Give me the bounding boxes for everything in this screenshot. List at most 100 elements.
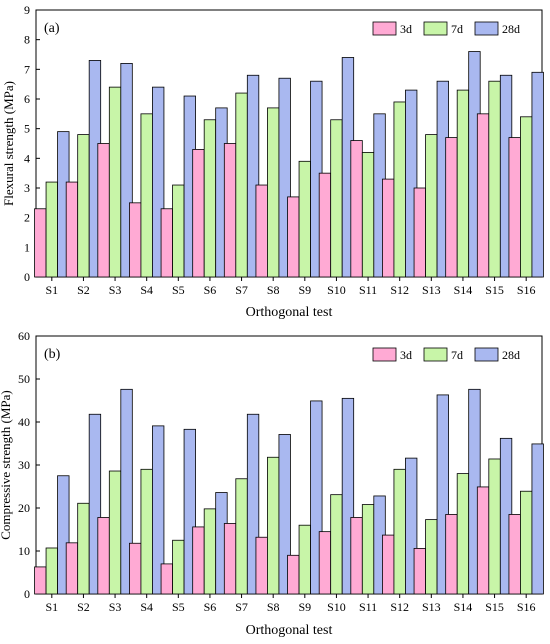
bar-7d-S5 bbox=[172, 184, 185, 278]
x-tick-label: S13 bbox=[422, 600, 441, 614]
bar-28d-S16 bbox=[531, 443, 544, 595]
x-tick-label: S9 bbox=[298, 600, 311, 614]
legend-swatch-28d bbox=[474, 21, 499, 36]
y-tick-label: 4 bbox=[24, 151, 30, 165]
y-tick-label: 5 bbox=[24, 122, 30, 136]
x-tick-label: S13 bbox=[422, 283, 441, 297]
legend: 3d 7d 28d bbox=[372, 347, 520, 362]
bar-28d-S10 bbox=[341, 397, 355, 595]
legend-label-7d: 7d bbox=[451, 22, 463, 36]
legend-swatch-28d bbox=[474, 347, 499, 362]
bar-3d-S9 bbox=[287, 554, 300, 595]
x-tick-label: S14 bbox=[454, 600, 473, 614]
bar-3d-S8 bbox=[255, 536, 268, 595]
bar-7d-S12 bbox=[393, 468, 406, 595]
legend-swatch-3d bbox=[372, 347, 397, 362]
x-tick-label: S4 bbox=[140, 283, 153, 297]
bar-3d-S3 bbox=[97, 143, 110, 278]
bar-3d-S5 bbox=[160, 208, 173, 278]
bar-7d-S6 bbox=[203, 119, 217, 278]
bar-7d-S11 bbox=[361, 151, 375, 278]
bar-7d-S6 bbox=[203, 508, 217, 595]
x-tick-label: S1 bbox=[45, 283, 58, 297]
bar-3d-S13 bbox=[413, 548, 426, 595]
x-axis-label: Orthogonal test bbox=[246, 305, 333, 320]
bar-28d-S7 bbox=[246, 74, 260, 278]
bar-7d-S10 bbox=[330, 494, 343, 595]
x-tick-label: S16 bbox=[517, 600, 536, 614]
bar-7d-S15 bbox=[488, 80, 501, 278]
y-tick-label: 20 bbox=[18, 501, 30, 515]
bar-3d-S16 bbox=[508, 514, 521, 595]
x-tick-label: S15 bbox=[485, 283, 504, 297]
bar-7d-S11 bbox=[361, 504, 375, 595]
bar-28d-S7 bbox=[246, 413, 260, 595]
bar-3d-S11 bbox=[350, 517, 363, 595]
bar-7d-S13 bbox=[425, 134, 438, 278]
x-tick-label: S6 bbox=[204, 283, 217, 297]
bar-3d-S11 bbox=[350, 140, 363, 278]
bar-28d-S3 bbox=[120, 63, 133, 278]
bar-3d-S10 bbox=[318, 531, 332, 595]
y-tick-label: 9 bbox=[24, 3, 30, 17]
panel-label: (b) bbox=[44, 347, 61, 362]
x-tick-label: S2 bbox=[77, 283, 90, 297]
legend-label-7d: 7d bbox=[451, 348, 463, 362]
bar-28d-S2 bbox=[88, 413, 102, 595]
bar-28d-S3 bbox=[120, 388, 133, 595]
x-tick-label: S9 bbox=[298, 283, 311, 297]
bar-7d-S14 bbox=[456, 89, 470, 278]
x-tick-label: S11 bbox=[359, 283, 377, 297]
y-axis-label: Flexural strength (MPa) bbox=[1, 81, 16, 206]
x-tick-label: S15 bbox=[485, 600, 504, 614]
y-tick-label: 6 bbox=[24, 92, 30, 106]
x-tick-label: S7 bbox=[235, 283, 248, 297]
bar-3d-S6 bbox=[192, 149, 205, 278]
bar-28d-S5 bbox=[183, 428, 196, 595]
bar-7d-S12 bbox=[393, 101, 406, 278]
y-tick-label: 7 bbox=[24, 62, 30, 76]
bar-7d-S9 bbox=[298, 524, 311, 595]
x-tick-label: S4 bbox=[140, 600, 153, 614]
bar-3d-S4 bbox=[129, 542, 142, 595]
x-tick-label: S16 bbox=[517, 283, 536, 297]
y-tick-label: 2 bbox=[24, 211, 30, 225]
x-tick-label: S2 bbox=[77, 600, 90, 614]
y-tick-label: 0 bbox=[24, 270, 30, 284]
y-tick-label: 50 bbox=[18, 372, 30, 386]
bar-3d-S16 bbox=[508, 137, 521, 278]
x-tick-label: S5 bbox=[172, 600, 185, 614]
bar-7d-S8 bbox=[267, 456, 280, 595]
y-tick-label: 1 bbox=[24, 240, 30, 254]
bar-3d-S15 bbox=[476, 113, 490, 278]
bar-7d-S1 bbox=[45, 181, 58, 278]
y-tick-label: 60 bbox=[18, 329, 30, 343]
x-tick-label: S5 bbox=[172, 283, 185, 297]
bar-3d-S1 bbox=[34, 566, 47, 595]
bar-7d-S4 bbox=[140, 113, 153, 278]
x-tick-label: S12 bbox=[390, 600, 409, 614]
bar-3d-S7 bbox=[223, 523, 237, 595]
bar-7d-S8 bbox=[267, 107, 280, 278]
bar-7d-S1 bbox=[45, 547, 58, 595]
bar-28d-S13 bbox=[436, 394, 449, 595]
bar-3d-S12 bbox=[382, 534, 395, 595]
bar-3d-S14 bbox=[445, 514, 458, 595]
bar-7d-S4 bbox=[140, 468, 153, 595]
bar-3d-S2 bbox=[65, 181, 79, 278]
bar-7d-S15 bbox=[488, 458, 501, 595]
x-tick-label: S8 bbox=[267, 600, 280, 614]
bar-7d-S3 bbox=[108, 470, 122, 595]
x-tick-label: S14 bbox=[454, 283, 473, 297]
bar-28d-S4 bbox=[152, 425, 165, 595]
bar-28d-S8 bbox=[278, 434, 291, 595]
y-tick-label: 10 bbox=[18, 544, 30, 558]
legend-label-28d: 28d bbox=[502, 348, 520, 362]
x-tick-label: S10 bbox=[327, 283, 346, 297]
bar-3d-S8 bbox=[255, 184, 268, 278]
bar-3d-S4 bbox=[129, 202, 142, 278]
bar-7d-S7 bbox=[235, 478, 248, 595]
x-tick-label: S3 bbox=[109, 283, 122, 297]
bar-3d-S10 bbox=[318, 172, 332, 278]
